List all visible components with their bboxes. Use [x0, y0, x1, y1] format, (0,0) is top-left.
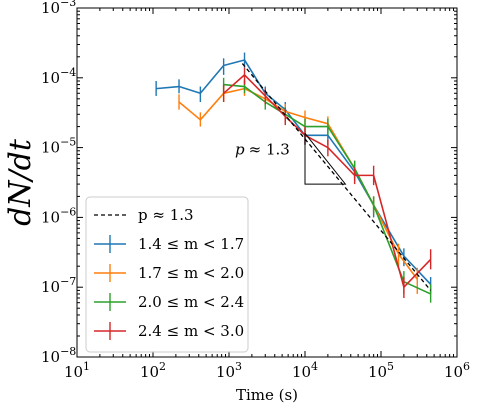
x-tick-label: 104	[292, 360, 318, 381]
fit-line	[241, 63, 432, 291]
legend-series-label: 2.4 ≤ m < 3.0	[138, 322, 244, 340]
x-axis-label: Time (s)	[236, 386, 298, 404]
legend-series-label: 1.7 ≤ m < 2.0	[138, 264, 244, 282]
y-tick-label: 10−4	[41, 66, 76, 87]
slope-triangle	[304, 133, 347, 185]
x-tick-base: 10	[368, 363, 387, 381]
y-axis-label: dN/dt	[3, 138, 38, 226]
legend-series-label: 2.0 ≤ m < 2.4	[138, 293, 244, 311]
series-line	[223, 74, 432, 289]
x-tick-label: 101	[64, 360, 90, 381]
x-tick-exp: 2	[159, 360, 166, 373]
plot-frame	[76, 7, 458, 358]
x-tick-base: 10	[216, 363, 235, 381]
plot-area: p ≈ 1.3 101 102 103 104 105 10610−810−710−610−…	[41, 0, 470, 381]
x-tick-base: 10	[64, 363, 83, 381]
series-line	[223, 83, 431, 295]
y-tick-exp: −4	[60, 66, 76, 79]
slope-annotation-value: ≈ 1.3	[249, 141, 290, 159]
x-tick-exp: 4	[311, 360, 318, 373]
y-tick-label: 10−3	[41, 0, 76, 17]
y-tick-base: 10	[41, 139, 60, 157]
y-tick-base: 10	[41, 348, 60, 366]
x-tick-base: 10	[444, 363, 463, 381]
y-tick-label: 10−6	[41, 205, 76, 226]
series-line	[178, 87, 418, 280]
y-tick-exp: −7	[60, 275, 76, 288]
y-tick-base: 10	[41, 278, 60, 296]
ticks-layer: 101 102 103 104 105 10610−810−710−610−510−410…	[41, 0, 470, 381]
annotation-layer: p ≈ 1.3	[235, 133, 347, 185]
slope-annotation-p: p	[235, 141, 245, 159]
y-tick-base: 10	[41, 208, 60, 226]
x-tick-label: 106	[444, 360, 470, 381]
legend: p ≈ 1.3 1.4 ≤ m < 1.7 1.7 ≤ m < 2.0 2.0 ≤ m…	[85, 196, 249, 353]
x-tick-base: 10	[140, 363, 159, 381]
x-tick-label: 105	[368, 360, 394, 381]
x-tick-exp: 1	[83, 360, 90, 373]
series-4	[222, 67, 432, 299]
y-tick-base: 10	[41, 0, 60, 17]
legend-box	[85, 196, 249, 353]
x-tick-exp: 6	[463, 360, 470, 373]
fit-layer	[241, 63, 432, 291]
x-tick-label: 103	[216, 360, 242, 381]
y-tick-label: 10−5	[41, 136, 76, 157]
slope-annotation: p ≈ 1.3	[235, 141, 290, 159]
y-tick-label: 10−7	[41, 275, 76, 296]
y-tick-exp: −5	[60, 136, 76, 149]
y-tick-exp: −8	[60, 345, 76, 358]
legend-series-label: 1.4 ≤ m < 1.7	[138, 235, 244, 253]
x-tick-exp: 5	[387, 360, 394, 373]
y-tick-exp: −3	[60, 0, 76, 9]
y-tick-exp: −6	[60, 205, 76, 218]
legend-fit-label: p ≈ 1.3	[138, 206, 194, 224]
x-tick-base: 10	[292, 363, 311, 381]
x-tick-label: 102	[140, 360, 166, 381]
y-tick-label: 10−8	[41, 345, 76, 366]
y-tick-base: 10	[41, 69, 60, 87]
x-tick-exp: 3	[235, 360, 242, 373]
